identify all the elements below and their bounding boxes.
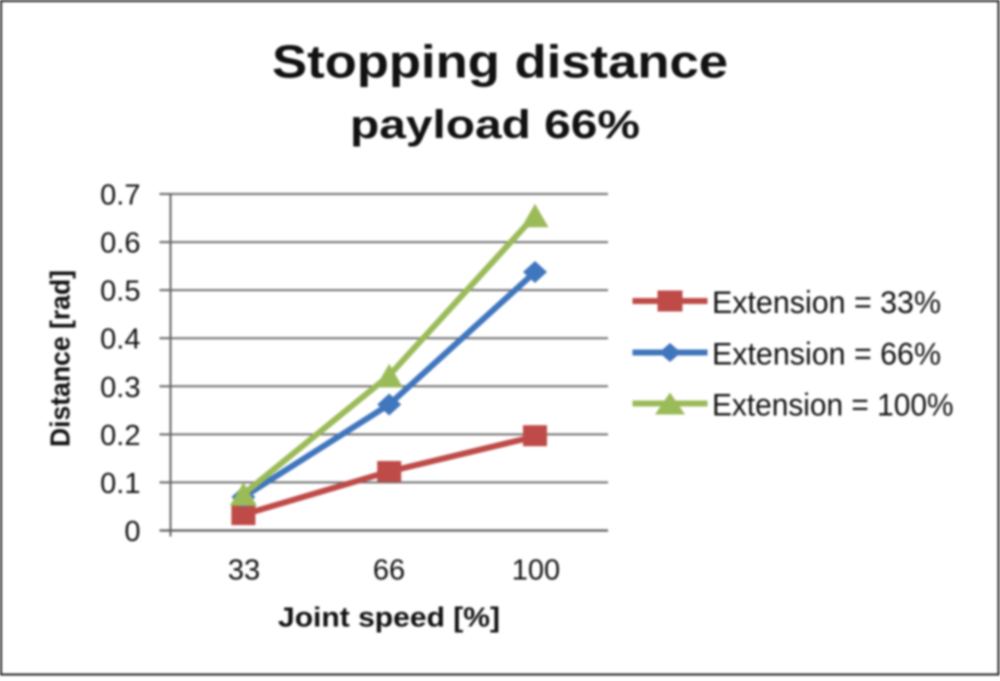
svg-text:0.6: 0.6 (100, 228, 140, 260)
svg-text:100: 100 (512, 555, 560, 587)
svg-text:0.1: 0.1 (100, 468, 140, 500)
svg-text:0.3: 0.3 (100, 372, 140, 404)
svg-text:Joint speed [%]: Joint speed [%] (278, 602, 500, 633)
svg-text:Extension = 100%: Extension = 100% (712, 387, 954, 423)
svg-text:0.5: 0.5 (100, 276, 140, 308)
svg-text:Extension = 66%: Extension = 66% (712, 336, 941, 372)
svg-text:0.2: 0.2 (100, 420, 140, 452)
svg-text:Extension = 33%: Extension = 33% (712, 284, 941, 320)
svg-text:Stopping distance: Stopping distance (272, 36, 728, 88)
svg-text:33: 33 (228, 555, 260, 587)
svg-text:payload 66%: payload 66% (350, 103, 640, 147)
svg-text:0.4: 0.4 (100, 324, 140, 356)
svg-text:66: 66 (373, 555, 405, 587)
svg-text:0: 0 (124, 516, 140, 548)
svg-text:Distance [rad]: Distance [rad] (45, 270, 76, 447)
svg-text:0.7: 0.7 (100, 180, 140, 212)
